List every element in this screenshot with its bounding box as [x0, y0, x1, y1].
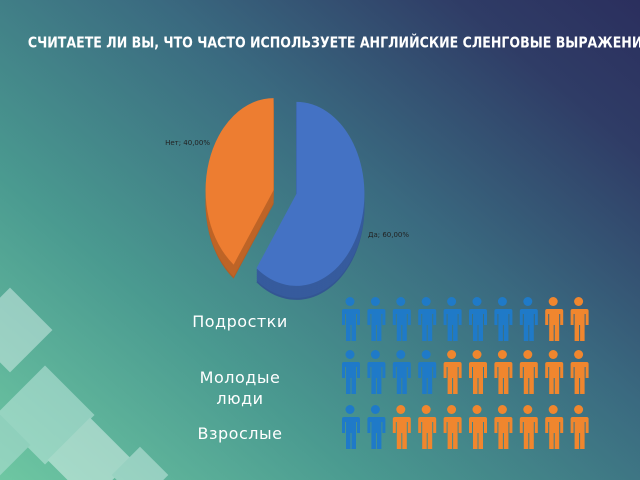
person-icon-head [548, 297, 558, 306]
person-icon-head [396, 405, 406, 414]
data-label: Да; 60,00% [368, 231, 409, 239]
person-icon-body [367, 362, 386, 394]
person-icon-head [345, 297, 355, 306]
person-icon-body [519, 417, 538, 449]
person-icon-body [443, 362, 462, 394]
person-icon-body [469, 417, 487, 449]
person-icon-head [472, 350, 482, 359]
person-icon-body [494, 417, 513, 449]
person-icon-head [396, 350, 406, 359]
person-icon-head [447, 405, 457, 414]
person-icon-body [545, 309, 564, 341]
person-icon-body [494, 309, 513, 341]
person-icon-body [418, 309, 437, 341]
chart-title: СЧИТАЕТЕ ЛИ ВЫ, ЧТО ЧАСТО ИСПОЛЬЗУЕТЕ АН… [28, 32, 640, 52]
person-icon-body [469, 362, 487, 394]
person-icon-head [574, 350, 584, 359]
person-icon-head [548, 350, 558, 359]
person-icon-body [392, 417, 411, 449]
person-icon-head [497, 350, 507, 359]
person-icon-body [469, 309, 487, 341]
person-icon-body [342, 309, 360, 341]
person-icon-head [345, 405, 355, 414]
pie-slice [256, 101, 365, 286]
row-label: Взрослые [197, 424, 283, 443]
data-label: Нет; 40,00% [165, 139, 210, 147]
person-icon-head [447, 297, 457, 306]
person-icon-body [494, 362, 513, 394]
person-icon-body [545, 417, 564, 449]
person-icon-head [396, 297, 406, 306]
person-icon-body [418, 417, 437, 449]
person-icon-head [421, 405, 431, 414]
person-icon-head [523, 297, 533, 306]
person-icon-head [345, 350, 355, 359]
person-icon-body [367, 309, 386, 341]
icon-group [443, 350, 589, 394]
person-icon-body [367, 417, 386, 449]
person-icon-head [370, 297, 380, 306]
person-icon-body [519, 309, 538, 341]
icon-group [342, 405, 386, 449]
person-icon-body [545, 362, 564, 394]
icon-group [342, 350, 437, 394]
person-icon-head [574, 297, 584, 306]
person-icon-head [421, 350, 431, 359]
person-icon-body [570, 309, 589, 341]
person-icon-head [421, 297, 431, 306]
person-icon-body [342, 362, 360, 394]
person-icon-head [472, 297, 482, 306]
row-label: Подростки [192, 312, 288, 331]
person-icon-body [418, 362, 437, 394]
icon-group [392, 405, 589, 449]
person-icon-head [574, 405, 584, 414]
person-icon-body [342, 417, 360, 449]
icon-group [342, 297, 538, 341]
person-icon-head [523, 350, 533, 359]
icon-group [545, 297, 589, 341]
person-icon-body [519, 362, 538, 394]
person-icon-body [392, 309, 411, 341]
person-icon-head [548, 405, 558, 414]
person-icon-body [443, 309, 462, 341]
person-icon-head [497, 405, 507, 414]
row-label: Молодые люди [199, 368, 281, 408]
person-icon-head [370, 350, 380, 359]
person-icon-body [392, 362, 411, 394]
pie-slice [205, 98, 274, 265]
person-icon-head [523, 405, 533, 414]
person-icon-body [443, 417, 462, 449]
person-icon-head [472, 405, 482, 414]
person-icon-head [497, 297, 507, 306]
person-icon-body [570, 362, 589, 394]
person-icon-head [447, 350, 457, 359]
decor [0, 287, 169, 480]
person-icon-body [570, 417, 589, 449]
person-icon-head [370, 405, 380, 414]
